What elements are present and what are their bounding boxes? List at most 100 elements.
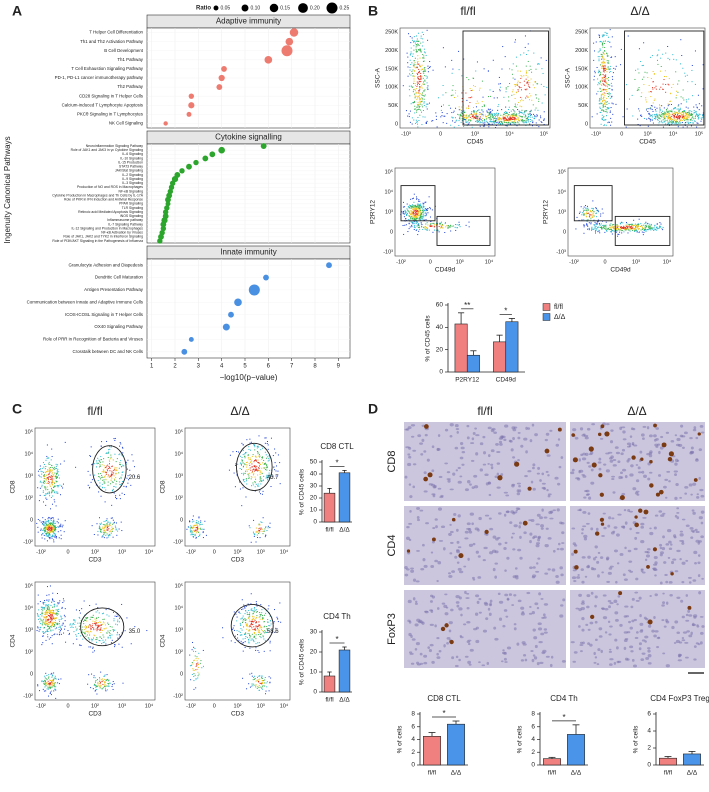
y-tick-label: 0	[313, 519, 317, 526]
event-dot	[42, 532, 44, 534]
event-dot	[56, 470, 58, 472]
event-dot	[601, 66, 603, 68]
event-dot	[685, 118, 687, 120]
event-dot	[667, 117, 669, 119]
x-tick-label: 3	[197, 364, 201, 370]
event-dot	[44, 623, 46, 625]
event-dot	[501, 68, 503, 70]
event-dot	[415, 64, 417, 66]
event-dot	[411, 212, 413, 214]
event-dot	[670, 114, 672, 116]
event-dot	[50, 525, 52, 527]
event-dot	[510, 118, 512, 120]
event-dot	[506, 115, 508, 117]
event-dot	[659, 118, 661, 120]
event-dot	[50, 614, 52, 616]
event-dot	[514, 85, 516, 87]
event-dot	[416, 61, 418, 63]
event-dot	[528, 115, 530, 117]
event-dot	[653, 118, 655, 120]
event-dot	[677, 114, 679, 116]
event-dot	[195, 522, 197, 524]
event-dot	[49, 585, 51, 587]
event-dot	[412, 212, 414, 214]
event-dot	[417, 207, 419, 209]
legend-label: 0.05	[220, 5, 230, 11]
event-dot	[234, 486, 236, 488]
event-dot	[609, 225, 611, 227]
event-dot	[44, 538, 46, 540]
event-dot	[46, 527, 48, 529]
event-dot	[520, 119, 522, 121]
event-dot	[679, 109, 681, 111]
event-dot	[269, 522, 271, 524]
event-dot	[269, 527, 271, 529]
event-dot	[197, 531, 199, 533]
event-dot	[41, 607, 43, 609]
event-dot	[416, 98, 418, 100]
event-dot	[509, 118, 511, 120]
event-dot	[426, 29, 428, 31]
event-dot	[486, 111, 488, 113]
event-dot	[259, 493, 261, 495]
event-dot	[60, 628, 62, 630]
event-dot	[479, 116, 481, 118]
event-dot	[91, 479, 93, 481]
event-dot	[91, 525, 93, 527]
y-tick-label: 20	[310, 495, 318, 502]
event-dot	[265, 437, 267, 439]
event-dot	[51, 598, 53, 600]
event-dot	[194, 533, 196, 535]
event-dot	[475, 116, 477, 118]
event-dot	[43, 603, 45, 605]
event-dot	[519, 70, 521, 72]
event-dot	[268, 472, 270, 474]
event-dot	[258, 524, 260, 526]
event-dot	[602, 77, 604, 79]
event-dot	[422, 54, 424, 56]
event-dot	[655, 118, 657, 120]
event-dot	[44, 468, 46, 470]
event-dot	[204, 520, 206, 522]
legend-swatch	[542, 313, 551, 321]
category-label: IL-15 Production	[118, 160, 143, 164]
event-dot	[46, 611, 48, 613]
event-dot	[688, 111, 690, 113]
event-dot	[200, 523, 202, 525]
event-dot	[698, 103, 700, 105]
event-dot	[246, 470, 248, 472]
event-dot	[271, 474, 273, 476]
event-dot	[513, 118, 515, 120]
event-dot	[487, 108, 489, 110]
event-dot	[676, 123, 678, 125]
event-dot	[419, 210, 421, 212]
event-dot	[666, 107, 668, 109]
event-dot	[602, 227, 604, 229]
event-dot	[527, 76, 529, 78]
event-dot	[94, 621, 96, 623]
event-dot	[43, 622, 45, 624]
event-dot	[497, 121, 499, 123]
event-dot	[487, 96, 489, 98]
event-dot	[450, 107, 452, 109]
event-dot	[51, 479, 53, 481]
event-dot	[581, 212, 583, 214]
event-dot	[229, 454, 231, 456]
event-dot	[103, 641, 105, 643]
event-dot	[241, 459, 243, 461]
event-dot	[81, 631, 83, 633]
event-dot	[257, 446, 259, 448]
event-dot	[605, 101, 607, 103]
event-dot	[527, 113, 529, 115]
event-dot	[83, 620, 85, 622]
event-dot	[50, 508, 52, 510]
flow-x-tick: 10³	[118, 549, 126, 555]
event-dot	[425, 75, 427, 77]
event-dot	[102, 526, 104, 528]
event-dot	[47, 469, 49, 471]
event-dot	[635, 224, 637, 226]
event-dot	[596, 113, 598, 115]
event-dot	[525, 72, 527, 74]
event-dot	[651, 108, 653, 110]
event-dot	[258, 454, 260, 456]
